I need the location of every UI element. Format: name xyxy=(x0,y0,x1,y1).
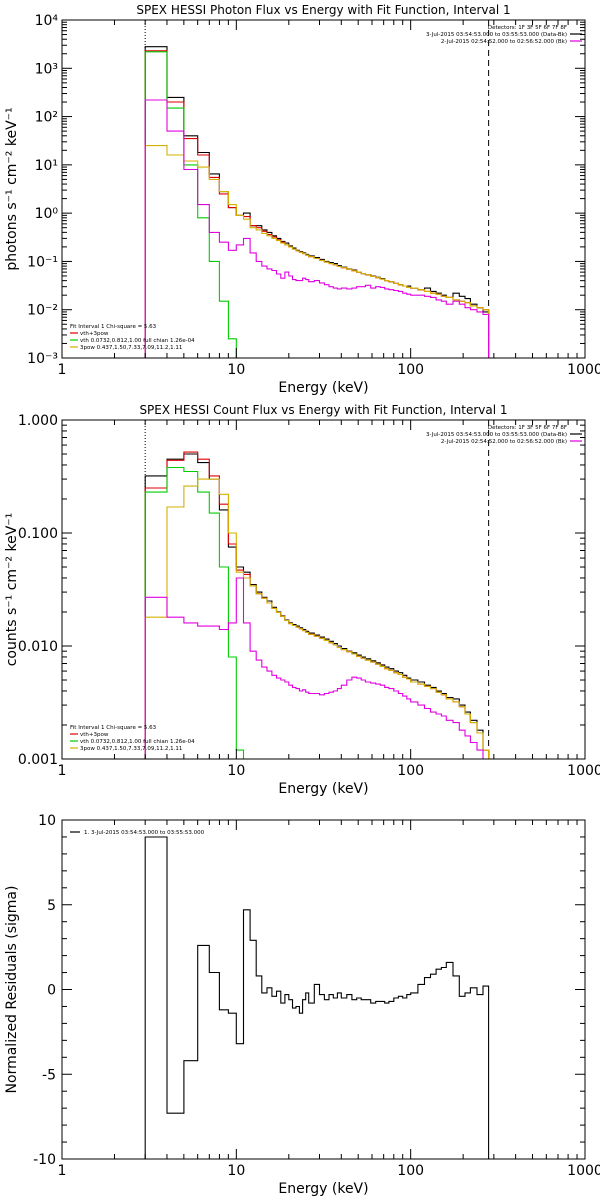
y-axis-label: counts s⁻¹ cm⁻² keV⁻¹ xyxy=(4,513,20,667)
x-tick-label: 1000 xyxy=(567,763,600,779)
legend-bottom-entry: Fit Interval 1 Chi-square = 5.63 xyxy=(70,324,157,330)
series-data-bk xyxy=(144,453,490,759)
axes-frame xyxy=(61,19,586,359)
x-tick-label: 1 xyxy=(58,1163,67,1179)
y-tick-label: -5 xyxy=(42,1067,56,1083)
y-axis-label: photons s⁻¹ cm⁻² keV⁻¹ xyxy=(4,107,20,270)
chart-title: SPEX HESSI Count Flux vs Energy with Fit… xyxy=(139,403,507,417)
legend-top: Detectors: 1F 3F 5F 6F 7F 8F3-Jul-2015 0… xyxy=(426,425,582,445)
series-bk xyxy=(144,577,489,759)
legend-bottom-entry: vth 0.0732,0.812,1.00 full chian 1.26e-0… xyxy=(80,739,195,745)
y-tick-label: 10¹ xyxy=(35,158,58,174)
legend-top-entry: 3-Jul-2015 03:54:53.000 to 03:55:53.000 … xyxy=(426,32,567,38)
chart-title: SPEX HESSI Photon Flux vs Energy with Fi… xyxy=(136,3,510,17)
x-tick-label: 1 xyxy=(58,362,67,378)
chart-1: 1 10 100 1000 10⁻³ 10⁻² 10⁻¹ 10⁰ 10¹ 10² 10³ 10⁴ SPE… xyxy=(4,3,600,396)
series-residuals xyxy=(144,836,490,1159)
legend-top: Detectors: 1F 3F 5F 6F 7F 8F3-Jul-2015 0… xyxy=(426,25,582,45)
legend-bottom-entry: vth+3pow xyxy=(80,732,109,738)
y-tick-label: 10³ xyxy=(35,61,58,77)
y-tick-label: 1.000 xyxy=(18,413,58,429)
legend-top-entry: 2-Jul-2015 02:54:52.000 to 02:56:52.000 … xyxy=(441,439,567,445)
axes-frame xyxy=(61,419,586,760)
legend-top-entry: Detectors: 1F 3F 5F 6F 7F 8F xyxy=(488,25,567,31)
series-3pow xyxy=(144,478,490,759)
legend-bottom: Fit Interval 1 Chi-square = 5.63vth+3pow… xyxy=(70,324,195,351)
y-tick-label: 0.100 xyxy=(18,526,58,542)
series-3pow xyxy=(144,145,490,358)
y-axis-label: Normalized Residuals (sigma) xyxy=(4,886,20,1094)
plot-area xyxy=(144,836,490,1159)
x-tick-label: 1 xyxy=(58,763,67,779)
legend-top-entry: 1. 3-Jul-2015 03:54:53.000 to 03:55:53.0… xyxy=(84,830,205,836)
y-tick-label: 10⁻³ xyxy=(27,351,58,367)
series-vth-3pow xyxy=(144,451,490,759)
x-tick-label: 10 xyxy=(227,362,245,378)
legend-top: 1. 3-Jul-2015 03:54:53.000 to 03:55:53.0… xyxy=(70,830,205,836)
y-tick-label: -10 xyxy=(33,1152,56,1168)
x-tick-label: 10 xyxy=(227,763,245,779)
y-tick-label: 10⁻¹ xyxy=(27,254,58,270)
plot-area xyxy=(144,420,490,759)
x-tick-label: 1000 xyxy=(567,1163,600,1179)
axes-frame xyxy=(61,819,586,1160)
y-tick-label: 10⁰ xyxy=(35,206,59,222)
chart-2: 1 10 100 1000 0.001 0.010 0.100 1.000 SPEX HESSI… xyxy=(4,403,600,797)
series-bk xyxy=(144,99,490,358)
legend-bottom: Fit Interval 1 Chi-square = 5.63vth+3pow… xyxy=(70,725,195,752)
y-tick-label: 10⁴ xyxy=(35,13,59,29)
y-tick-label: 0.001 xyxy=(18,752,58,768)
x-axis-label: Energy (keV) xyxy=(278,781,368,797)
series-vth xyxy=(144,466,257,759)
legend-top-entry: 2-Jul-2015 02:54:52.000 to 02:56:52.000 … xyxy=(441,39,567,45)
y-tick-label: 5 xyxy=(47,898,56,914)
legend-bottom-entry: 3pow 0.437,1.50,7.33,7.09,11.2,1.11 xyxy=(80,345,182,351)
x-axis-label: Energy (keV) xyxy=(278,1181,368,1197)
y-tick-label: 10² xyxy=(35,110,58,126)
y-tick-label: 0 xyxy=(47,983,56,999)
y-tick-label: 0.010 xyxy=(18,639,58,655)
legend-bottom-entry: 3pow 0.437,1.50,7.33,7.09,11.2,1.11 xyxy=(80,746,182,752)
chart-3: 1 10 100 1000 -10 -5 0 5 10 Energy (keV) Normalize… xyxy=(4,813,600,1197)
series-vth-3pow xyxy=(144,50,490,358)
x-axis-label: Energy (keV) xyxy=(278,380,368,396)
y-tick-label: 10⁻² xyxy=(27,303,58,319)
legend-bottom-entry: Fit Interval 1 Chi-square = 5.63 xyxy=(70,725,157,731)
plot-area xyxy=(144,20,490,358)
legend-bottom-entry: vth+3pow xyxy=(80,331,109,337)
legend-top-entry: 3-Jul-2015 03:54:53.000 to 03:55:53.000 … xyxy=(426,432,567,438)
y-tick-label: 10 xyxy=(38,813,56,829)
x-tick-label: 10 xyxy=(227,1163,245,1179)
legend-top-entry: Detectors: 1F 3F 5F 6F 7F 8F xyxy=(488,425,567,431)
series-data-bk xyxy=(144,46,490,358)
x-tick-label: 100 xyxy=(397,1163,424,1179)
x-tick-label: 100 xyxy=(397,763,424,779)
x-tick-label: 100 xyxy=(397,362,424,378)
x-tick-label: 1000 xyxy=(567,362,600,378)
legend-bottom-entry: vth 0.0732,0.812,1.00 full chian 1.26e-0… xyxy=(80,338,195,344)
